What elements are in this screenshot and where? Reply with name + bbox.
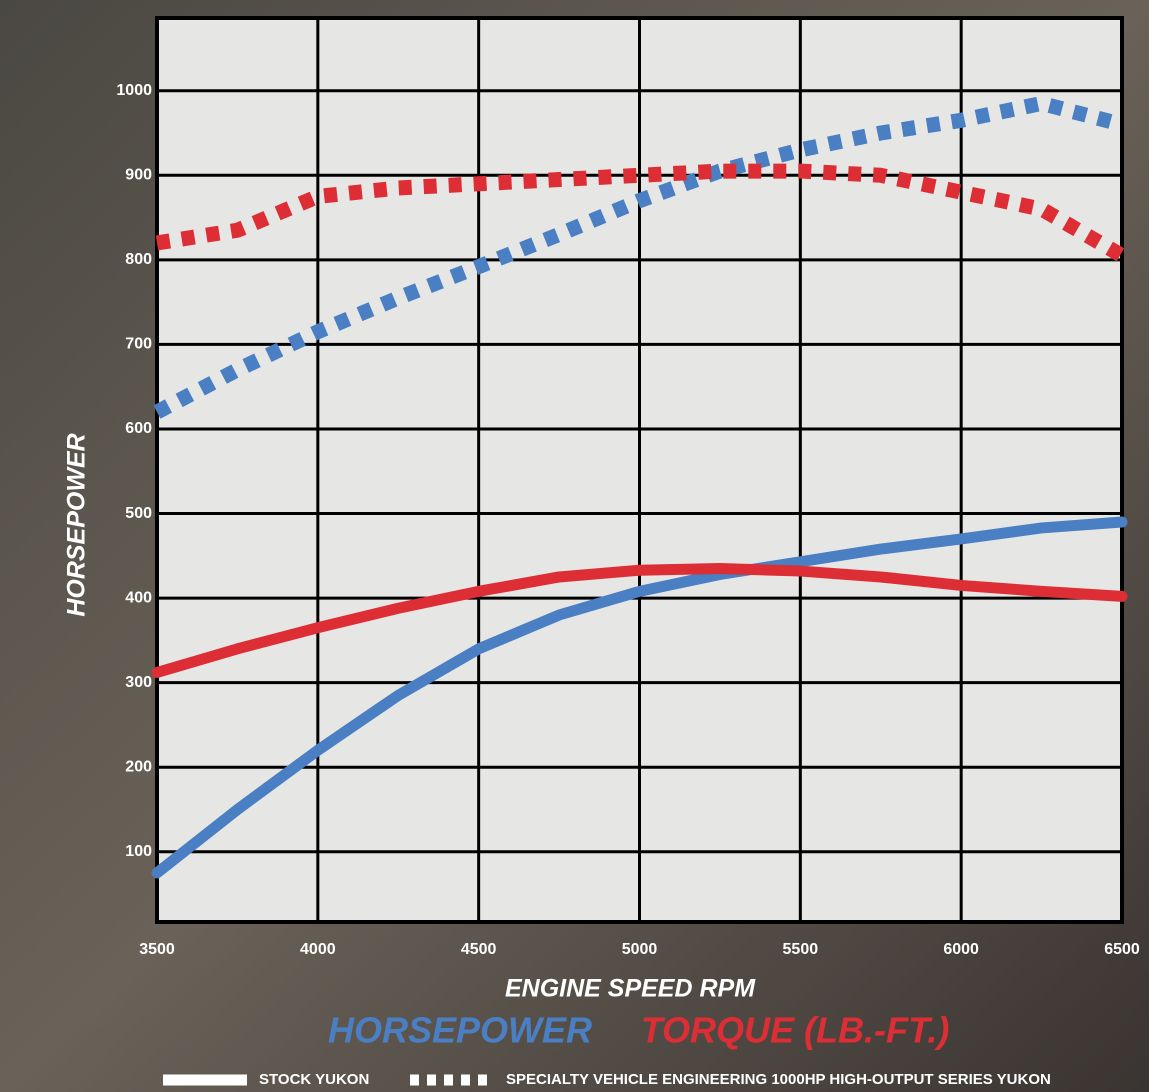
- x-tick-label: 5000: [622, 941, 658, 958]
- legend-measure: TORQUE (LB.-FT.): [641, 1010, 950, 1051]
- legend-style: SPECIALTY VEHICLE ENGINEERING 1000HP HIG…: [506, 1071, 1051, 1088]
- x-tick-label: 4000: [300, 941, 336, 958]
- y-tick-label: 400: [125, 589, 152, 606]
- y-tick-label: 900: [125, 167, 152, 184]
- y-tick-label: 100: [125, 843, 152, 860]
- plot-border: [155, 16, 1124, 924]
- y-tick-label: 700: [125, 336, 152, 353]
- x-axis-label: ENGINE SPEED RPM: [505, 975, 756, 1003]
- y-tick-label: 1000: [116, 82, 152, 99]
- legend-measure: HORSEPOWER: [328, 1010, 592, 1051]
- series-line: [151, 516, 1128, 879]
- x-tick-label: 5500: [783, 941, 819, 958]
- x-tick-label: 6500: [1104, 941, 1140, 958]
- y-axis-label: HORSEPOWER: [63, 433, 91, 616]
- y-tick-label: 500: [125, 505, 152, 522]
- x-tick-label: 3500: [139, 941, 175, 958]
- y-tick-label: 600: [125, 420, 152, 437]
- y-tick-label: 200: [125, 758, 152, 775]
- x-tick-label: 6000: [943, 941, 979, 958]
- x-tick-label: 4500: [461, 941, 497, 958]
- legend-style: STOCK YUKON: [259, 1071, 369, 1088]
- series-line: [151, 563, 1128, 679]
- y-tick-label: 800: [125, 251, 152, 268]
- series-line: [153, 95, 1124, 419]
- y-tick-label: 300: [125, 674, 152, 691]
